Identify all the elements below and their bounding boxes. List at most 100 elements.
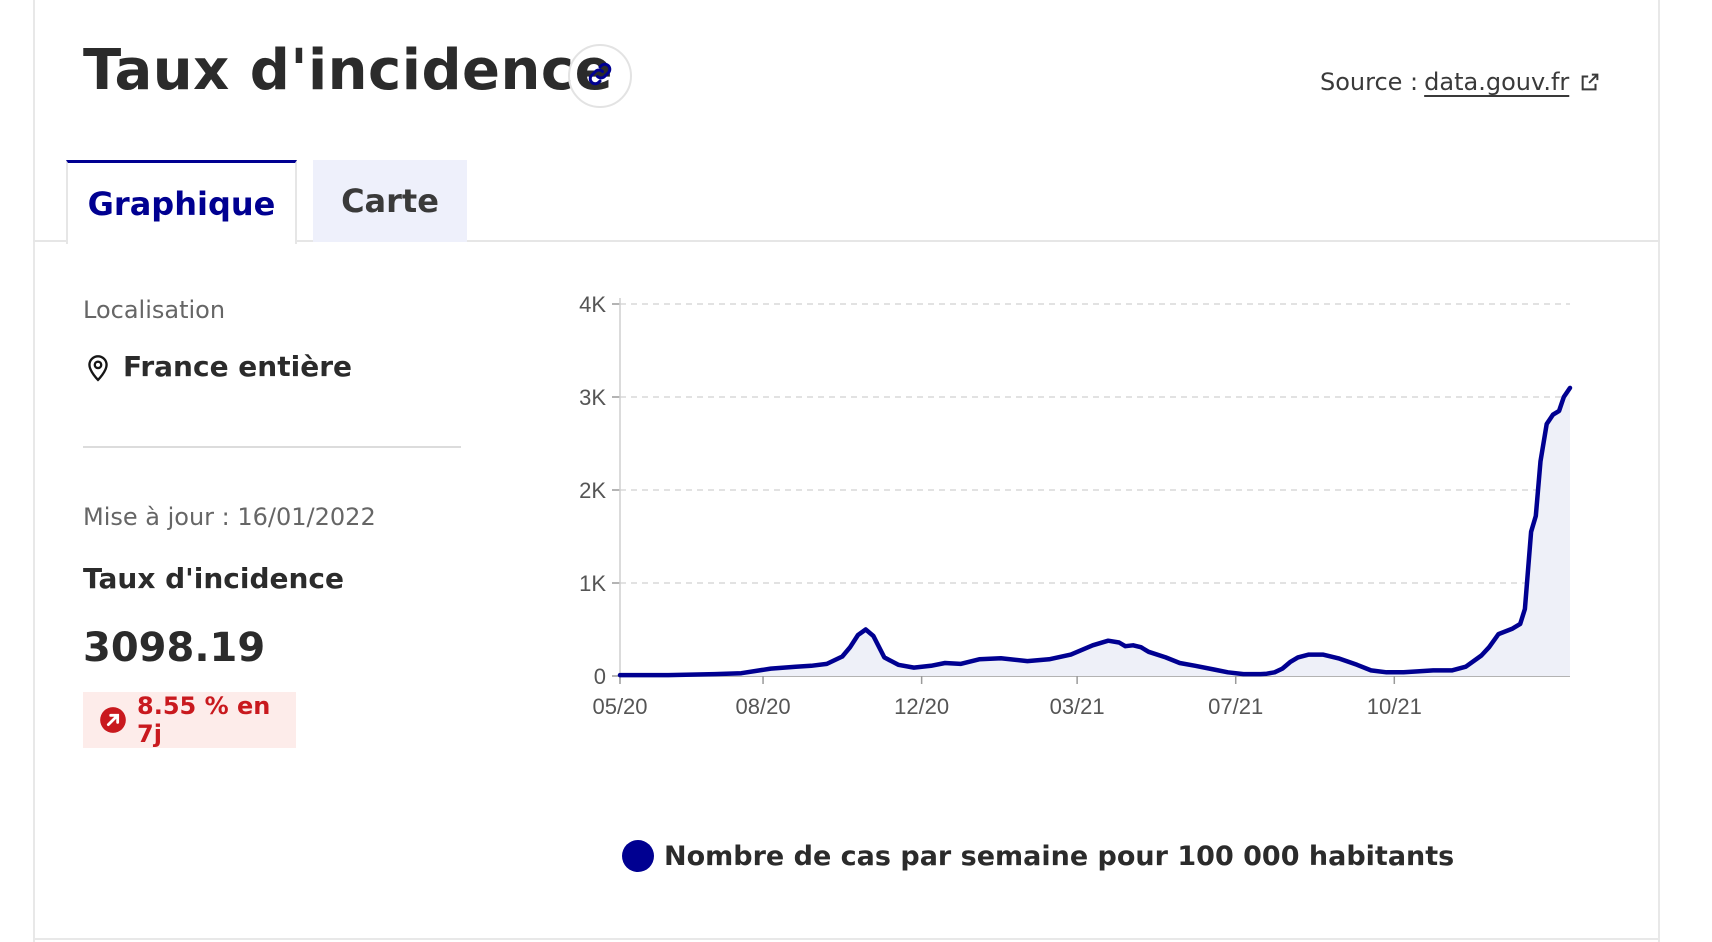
- data-point-22: [1047, 658, 1051, 661]
- data-point-42: [1296, 656, 1300, 659]
- link-icon: [585, 59, 615, 93]
- source-line: Source : data.gouv.fr: [1320, 68, 1601, 96]
- data-point-46: [1355, 663, 1359, 666]
- location-value: France entière: [123, 350, 353, 383]
- data-point-44: [1321, 653, 1324, 656]
- data-point-31: [1164, 656, 1167, 659]
- data-point-64: [1551, 413, 1555, 416]
- data-point-58: [1519, 622, 1522, 626]
- x-axis-labels: 05/20 08/20 12/20 03/21 07/21 10/21: [592, 694, 1421, 719]
- x-tick-label-12/20: 12/20: [894, 694, 949, 719]
- tab-carte[interactable]: Carte: [313, 160, 467, 242]
- x-tick-label-03/21: 03/21: [1050, 694, 1105, 719]
- data-point-54: [1480, 654, 1483, 657]
- data-point-23: [1069, 653, 1073, 656]
- data-point-51: [1432, 669, 1435, 672]
- y-tick-label-1K: 1K: [579, 571, 606, 596]
- data-point-32: [1178, 661, 1181, 665]
- data-point-62: [1539, 460, 1542, 463]
- sidebar-divider: [83, 446, 461, 448]
- location-selector[interactable]: France entière: [85, 350, 352, 383]
- data-point-40: [1281, 667, 1284, 670]
- location-label: Localisation: [83, 296, 226, 324]
- data-point-56: [1497, 632, 1500, 636]
- data-point-1: [667, 673, 670, 677]
- data-point-24: [1091, 644, 1094, 647]
- data-point-59: [1523, 607, 1527, 611]
- data-point-18: [959, 662, 962, 666]
- data-point-26: [1117, 641, 1121, 644]
- tab-carte-label: Carte: [341, 182, 439, 220]
- legend-label: Nombre de cas par semaine pour 100 000 h…: [664, 840, 1455, 872]
- legend-marker: [622, 840, 654, 872]
- data-point-4: [769, 667, 772, 670]
- trend-text: 8.55 % en 7j: [137, 692, 271, 748]
- data-point-33: [1194, 664, 1197, 667]
- data-point-13: [883, 656, 886, 659]
- data-point-28: [1131, 644, 1135, 647]
- metric-label: Taux d'incidence: [83, 562, 345, 595]
- y-axis-labels: 0 1K 2K 3K 4K: [579, 292, 606, 689]
- page-title: Taux d'incidence: [83, 38, 614, 103]
- data-point-61: [1534, 514, 1537, 518]
- tab-graphique[interactable]: Graphique: [66, 160, 297, 244]
- chart-legend: Nombre de cas par semaine pour 100 000 h…: [622, 840, 1454, 872]
- data-point-55: [1487, 646, 1491, 649]
- data-point-16: [929, 664, 933, 667]
- x-tick-label-08/20: 08/20: [736, 694, 791, 719]
- series-area: [620, 387, 1570, 676]
- source-prefix: Source :: [1320, 68, 1419, 96]
- data-point-34: [1212, 668, 1216, 671]
- data-point-39: [1273, 671, 1276, 674]
- data-point-49: [1402, 671, 1405, 674]
- x-tick-label-10/21: 10/21: [1367, 694, 1422, 719]
- data-point-10: [856, 633, 860, 637]
- y-tick-label-0: 0: [594, 664, 606, 689]
- data-point-17: [943, 661, 947, 665]
- data-point-66: [1562, 395, 1565, 399]
- data-point-3: [740, 672, 743, 675]
- card-bottom-border: [33, 938, 1660, 940]
- data-point-27: [1124, 645, 1127, 648]
- chart-series: [617, 385, 1573, 678]
- y-tick-label-2K: 2K: [579, 478, 606, 503]
- trend-badge: 8.55 % en 7j: [83, 692, 296, 748]
- map-pin-icon: [85, 352, 111, 382]
- data-point-38: [1265, 672, 1268, 675]
- data-point-45: [1337, 657, 1340, 660]
- data-point-37: [1259, 672, 1262, 676]
- data-point-57: [1511, 627, 1514, 630]
- data-point-7: [825, 662, 828, 666]
- y-tick-label-3K: 3K: [579, 385, 606, 410]
- metric-value: 3098.19: [83, 625, 266, 671]
- tab-graphique-label: Graphique: [87, 184, 276, 223]
- copy-link-button[interactable]: [568, 44, 632, 108]
- chart-axes: [612, 298, 1570, 684]
- data-point-15: [912, 666, 916, 669]
- data-point-9: [848, 646, 852, 649]
- x-tick-label-05/20: 05/20: [592, 694, 647, 719]
- data-point-50: [1416, 670, 1419, 673]
- arrow-up-right-icon: [99, 706, 127, 734]
- data-point-43: [1307, 653, 1310, 656]
- data-point-0: [618, 673, 622, 677]
- x-tick-label-07/21: 07/21: [1208, 694, 1263, 719]
- incidence-chart: 05/20 08/20 12/20 03/21 07/21 10/21 0 1K 2K 3K 4K: [579, 292, 1573, 719]
- chart-grid: [620, 303, 1570, 584]
- data-point-30: [1147, 650, 1150, 653]
- data-point-20: [999, 657, 1003, 660]
- indicator-card: [33, 0, 1660, 942]
- data-point-21: [1026, 659, 1029, 663]
- external-link-icon: [1579, 71, 1601, 93]
- data-point-35: [1226, 671, 1230, 674]
- data-point-52: [1450, 669, 1453, 672]
- data-point-36: [1242, 672, 1245, 676]
- data-point-41: [1288, 660, 1292, 664]
- data-point-29: [1139, 646, 1143, 649]
- data-point-14: [897, 663, 900, 666]
- data-point-19: [978, 658, 981, 661]
- data-point-25: [1107, 639, 1110, 642]
- y-tick-label-4K: 4K: [579, 292, 606, 317]
- data-point-8: [841, 655, 844, 658]
- source-link[interactable]: data.gouv.fr: [1424, 68, 1601, 96]
